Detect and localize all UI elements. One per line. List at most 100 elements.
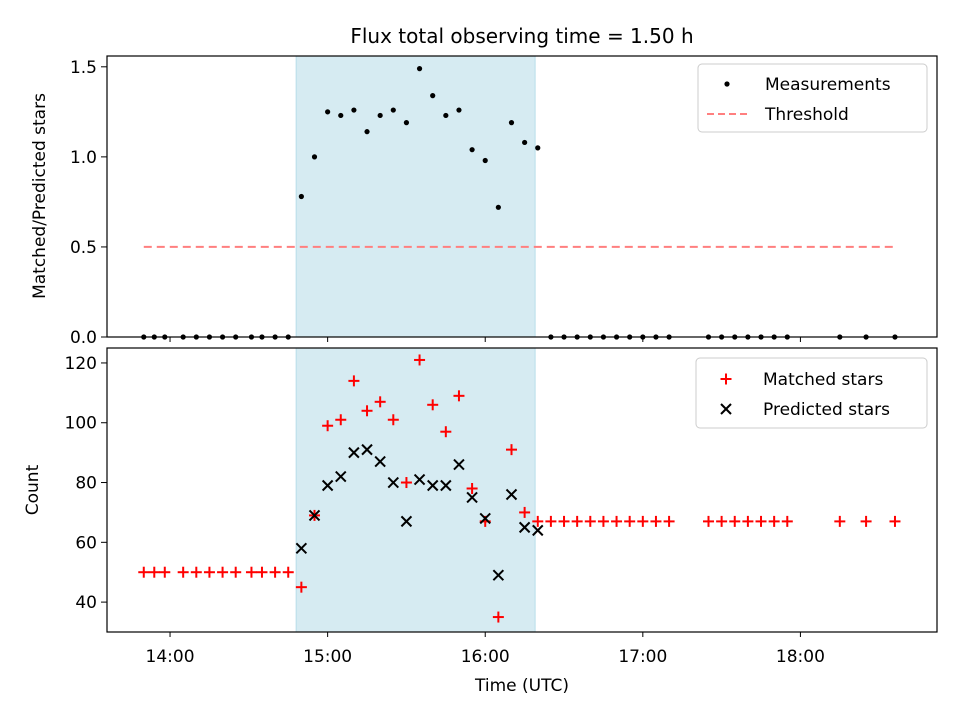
legend-x-glyph (720, 403, 732, 415)
predicted-star-point (374, 455, 386, 468)
measurement-point (325, 109, 331, 115)
matched-star-point (282, 566, 294, 578)
matched-star-point (624, 515, 636, 527)
counts-legend-box (695, 357, 928, 429)
x-stroke-b (361, 443, 373, 456)
matched-star-point (230, 566, 242, 578)
matched-star-point (597, 515, 609, 527)
x-stroke-b (321, 479, 334, 492)
matched-star-point (414, 354, 426, 366)
matched-star-point (453, 390, 465, 402)
ratio-x-ticks (169, 337, 801, 342)
ratio-legend: Measurements Threshold (697, 63, 928, 133)
predicted-star-point (532, 524, 544, 537)
counts-axes-frame (106, 347, 938, 633)
x-tick-label: 17:00 (618, 647, 667, 667)
measurement-point (403, 120, 410, 126)
x-stroke-b (308, 509, 321, 522)
x-stroke-b (479, 512, 491, 525)
predicted-star-point (453, 458, 465, 471)
predicted-star-point (387, 476, 400, 489)
x-stroke-b (400, 515, 413, 528)
predicted-star-point (308, 509, 321, 522)
predicted-star-point (335, 470, 347, 483)
predicted-star-point (400, 515, 413, 528)
matched-star-point (295, 581, 307, 593)
highlight-band (295, 55, 536, 338)
x-stroke-b (505, 488, 518, 501)
matched-star-point (203, 566, 215, 578)
counts-y-axis-label: Count (23, 464, 43, 515)
legend-plus-glyph (720, 373, 732, 385)
measurement-point (390, 107, 396, 113)
predicted-star-point (295, 542, 308, 555)
y-tick-label: 0.0 (70, 328, 97, 348)
ratio-axes-frame (106, 55, 938, 338)
x-stroke-b (440, 479, 452, 492)
matched-star-point (889, 515, 901, 527)
matched-star-point (348, 375, 360, 387)
legend-measurements-marker (724, 81, 730, 87)
matched-star-point (716, 515, 728, 527)
measurement-points (141, 66, 898, 340)
matched-star-point (742, 515, 754, 527)
x-tick-label: 14:00 (146, 647, 195, 667)
legend-matched-marker (720, 373, 732, 385)
measurement-point (364, 129, 370, 135)
matched-star-point (387, 414, 399, 426)
x-tick-label: 18:00 (776, 647, 825, 667)
measurement-point (469, 147, 475, 153)
matched-star-point (440, 426, 452, 438)
counts-legend: Matched stars Predicted stars (695, 357, 928, 429)
x-stroke-b (532, 524, 544, 537)
predicted-stars-points (295, 443, 544, 581)
matched-star-point (269, 566, 281, 578)
matched-star-point (663, 515, 675, 527)
x-stroke-b (413, 473, 426, 486)
measurement-point (377, 112, 383, 119)
matched-star-point (834, 515, 846, 527)
measurement-point (522, 139, 528, 146)
measurement-point (430, 93, 436, 99)
predicted-star-point (518, 521, 531, 534)
measurement-point (535, 145, 541, 151)
predicted-star-point (466, 491, 478, 504)
y-tick-label: 0.5 (70, 238, 97, 258)
x-stroke-b (335, 470, 347, 483)
predicted-star-point (505, 488, 518, 501)
y-tick-label: 1.0 (70, 148, 97, 168)
y-tick-label: 120 (65, 354, 97, 374)
x-stroke-b (720, 403, 732, 415)
matched-star-point (545, 515, 557, 527)
matched-star-point (519, 506, 531, 518)
matched-star-point (138, 566, 150, 578)
counts-panel: 40 60 80 100 120 14:00 15:00 16:00 17:00 18:00 C… (23, 347, 938, 696)
matched-star-point (217, 566, 229, 578)
measurement-point (338, 112, 344, 119)
ratio-legend-box (697, 63, 928, 133)
predicted-star-point (479, 512, 491, 525)
predicted-star-point (492, 569, 505, 581)
ratio-panel: 0.0 0.5 1.0 1.5 Matched/Predicted stars Mea… (30, 55, 938, 348)
matched-star-point (755, 515, 767, 527)
matched-star-point (702, 515, 714, 527)
matched-star-point (584, 515, 596, 527)
legend-threshold-label: Threshold (764, 105, 849, 125)
measurement-point (482, 157, 488, 164)
y-tick-label: 100 (65, 414, 97, 434)
y-tick-label: 80 (75, 474, 97, 494)
matched-star-point (400, 477, 412, 489)
matched-star-point (256, 566, 268, 578)
legend-predicted-marker (720, 403, 732, 415)
x-stroke-b (374, 455, 386, 468)
matched-star-point (159, 566, 171, 578)
ratio-y-ticks: 0.0 0.5 1.0 1.5 (70, 58, 107, 348)
ratio-y-axis-label: Matched/Predicted stars (30, 93, 50, 299)
matched-star-point (611, 515, 623, 527)
x-stroke-b (387, 476, 400, 489)
matched-star-point (148, 566, 160, 578)
x-stroke-b (295, 542, 308, 555)
matched-star-point (650, 515, 662, 527)
matched-star-point (558, 515, 570, 527)
